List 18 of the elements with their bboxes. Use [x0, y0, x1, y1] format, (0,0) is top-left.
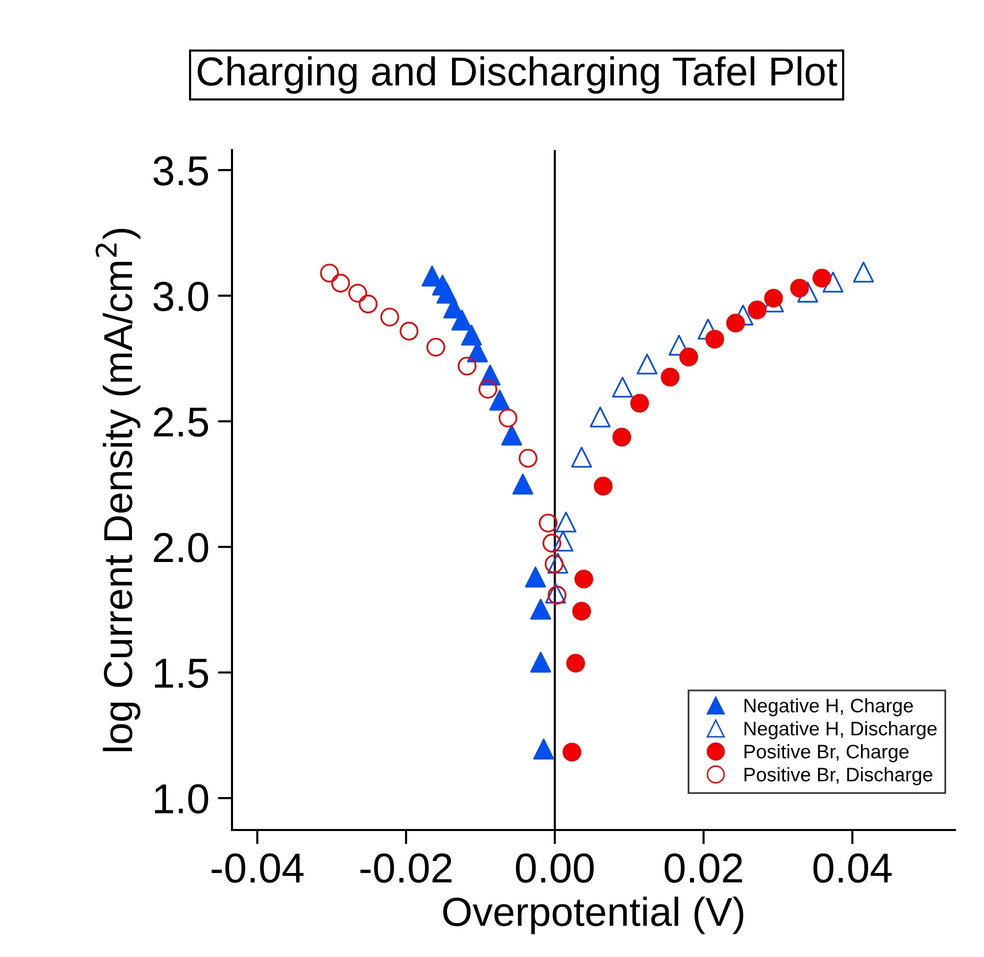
y-tick-label: 3.5: [153, 156, 208, 186]
y-tick-label: 2.5: [154, 407, 208, 437]
legend-label: Positive Br, Charge: [744, 744, 909, 762]
x-axis-title: Overpotential (V): [443, 896, 744, 934]
chart-title: Charging and Discharging Tafel Plot: [198, 56, 838, 94]
y-tick-label: 3.0: [153, 282, 208, 312]
legend-label: Negative H, Discharge: [744, 721, 937, 740]
x-tick-label: -0.04: [212, 853, 304, 883]
y-tick-label: 1.0: [155, 784, 208, 814]
x-tick-label: -0.02: [360, 853, 452, 883]
legend-label: Negative H, Charge: [744, 698, 913, 716]
x-tick-label: 0.00: [516, 853, 594, 883]
x-tick-label: 0.02: [664, 853, 742, 883]
y-tick-label: 1.5: [155, 658, 208, 688]
x-tick-label: 0.04: [813, 853, 892, 883]
y-tick-label: 2.0: [154, 532, 208, 562]
y-axis-title: log Current Density (mA/cm$^{2}$): [96, 228, 140, 752]
legend-label: Positive Br, Discharge: [744, 767, 932, 786]
